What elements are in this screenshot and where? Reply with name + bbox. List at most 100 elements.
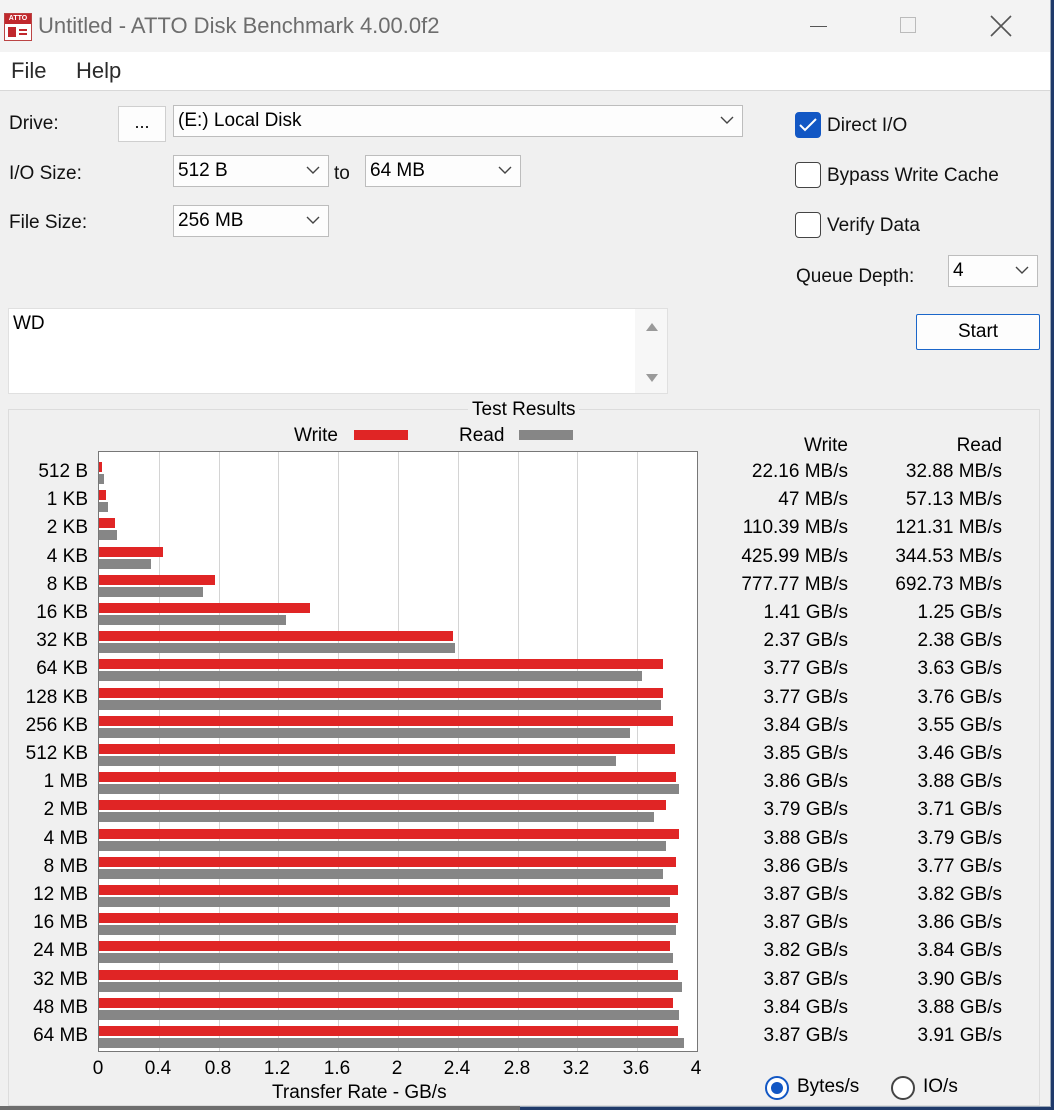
read-bar [99, 784, 680, 795]
read-bar [99, 530, 118, 541]
category-label: 24 MB [33, 940, 88, 962]
write-bar [99, 603, 310, 613]
write-value: 3.77 GB/s [763, 658, 849, 680]
read-value: 3.88 GB/s [917, 771, 1003, 793]
to-label: to [334, 163, 350, 184]
read-bar [99, 981, 683, 992]
maximize-button[interactable] [876, 0, 940, 52]
menu-bar: File Help [0, 52, 1050, 91]
legend-write-swatch [354, 430, 408, 440]
write-value: 47 MB/s [778, 489, 848, 511]
read-bar [99, 615, 286, 625]
x-tick-label: 2.4 [443, 1058, 471, 1079]
write-bar [99, 828, 680, 839]
read-bar [99, 502, 108, 513]
results-title: Test Results [468, 399, 580, 421]
menu-help[interactable]: Help [76, 58, 122, 83]
category-label: 4 MB [43, 827, 88, 849]
io-size-from-select[interactable]: 512 B [173, 155, 329, 187]
read-bar [99, 474, 104, 484]
read-value: 3.86 GB/s [917, 912, 1003, 934]
x-tick-label: 3.6 [622, 1058, 650, 1079]
category-label: 256 KB [25, 714, 88, 736]
write-bar [99, 856, 677, 867]
write-value: 3.84 GB/s [763, 714, 849, 736]
legend-read-label: Read [459, 425, 505, 446]
direct-io-checkbox[interactable] [795, 112, 821, 138]
category-label: 16 KB [36, 602, 88, 623]
category-label: 8 KB [46, 573, 88, 595]
queue-depth-select[interactable]: 4 [948, 255, 1038, 287]
category-label: 12 MB [33, 884, 88, 905]
write-bar [99, 546, 163, 557]
read-value: 3.76 GB/s [917, 686, 1003, 708]
read-value: 3.77 GB/s [917, 855, 1003, 877]
read-bar [99, 840, 666, 851]
read-bar [99, 953, 674, 964]
write-bar [99, 1026, 678, 1036]
write-value: 3.87 GB/s [763, 912, 849, 934]
verify-data-checkbox[interactable] [795, 212, 821, 238]
atto-logo-icon: ATTO [4, 13, 32, 41]
minimize-button[interactable] [786, 0, 850, 52]
read-value: 3.84 GB/s [917, 940, 1003, 962]
read-bar [99, 1038, 684, 1048]
write-bar [99, 885, 678, 895]
category-label: 512 KB [25, 743, 88, 764]
menu-file[interactable]: File [11, 58, 47, 83]
io-per-sec-label[interactable]: IO/s [923, 1076, 958, 1097]
read-value: 3.63 GB/s [917, 658, 1003, 680]
direct-io-label[interactable]: Direct I/O [827, 115, 908, 136]
queue-depth-label: Queue Depth: [796, 266, 915, 287]
read-value: 3.79 GB/s [917, 827, 1003, 849]
drive-select[interactable]: (E:) Local Disk [173, 105, 743, 137]
bytes-per-sec-radio[interactable] [765, 1076, 789, 1100]
x-tick-label: 3.2 [562, 1058, 590, 1079]
category-label: 4 KB [46, 545, 88, 567]
write-bar [99, 490, 107, 501]
x-tick-label: 2.8 [503, 1058, 531, 1079]
chevron-down-icon [498, 166, 512, 174]
write-bar [99, 462, 103, 472]
write-value: 3.82 GB/s [763, 940, 849, 962]
verify-data-label[interactable]: Verify Data [827, 215, 920, 236]
category-label: 128 KB [25, 686, 88, 708]
io-per-sec-radio[interactable] [891, 1076, 915, 1100]
category-label: 2 KB [46, 517, 88, 539]
read-value: 57.13 MB/s [905, 489, 1002, 511]
write-value: 1.41 GB/s [763, 602, 849, 623]
write-bar [99, 997, 674, 1008]
file-size-label: File Size: [9, 212, 88, 233]
bypass-write-cache-checkbox[interactable] [795, 162, 821, 188]
bypass-write-cache-label[interactable]: Bypass Write Cache [827, 165, 999, 186]
io-size-to-select[interactable]: 64 MB [365, 155, 521, 187]
write-value: 22.16 MB/s [751, 461, 848, 482]
write-value: 3.87 GB/s [763, 884, 849, 905]
title-bar[interactable]: ATTO Untitled - ATTO Disk Benchmark 4.00… [0, 0, 1050, 52]
category-label: 32 MB [33, 968, 88, 990]
read-value: 3.82 GB/s [917, 884, 1003, 905]
write-value: 3.88 GB/s [763, 827, 849, 849]
read-value: 1.25 GB/s [917, 602, 1003, 623]
category-label: 2 MB [43, 799, 88, 821]
read-bar [99, 812, 654, 823]
write-column-header: Write [804, 435, 848, 456]
read-value: 344.53 MB/s [895, 545, 1002, 567]
scroll-up-icon[interactable] [646, 323, 658, 331]
description-scrollbar[interactable] [635, 309, 667, 393]
bytes-per-sec-label[interactable]: Bytes/s [797, 1076, 860, 1097]
browse-button[interactable]: ... [118, 106, 166, 142]
taskbar-edge [0, 1106, 520, 1110]
scroll-down-icon[interactable] [646, 374, 658, 382]
category-label: 512 B [38, 461, 88, 482]
file-size-select[interactable]: 256 MB [173, 205, 329, 237]
queue-depth-value: 4 [953, 260, 964, 281]
close-button[interactable] [970, 0, 1034, 52]
start-button[interactable]: Start [916, 314, 1040, 350]
read-value: 3.71 GB/s [917, 799, 1003, 821]
category-label: 16 MB [33, 912, 88, 934]
write-value: 3.86 GB/s [763, 771, 849, 793]
chevron-down-icon [306, 166, 320, 174]
category-label: 64 KB [36, 658, 88, 680]
description-textarea[interactable]: WD [8, 308, 668, 394]
